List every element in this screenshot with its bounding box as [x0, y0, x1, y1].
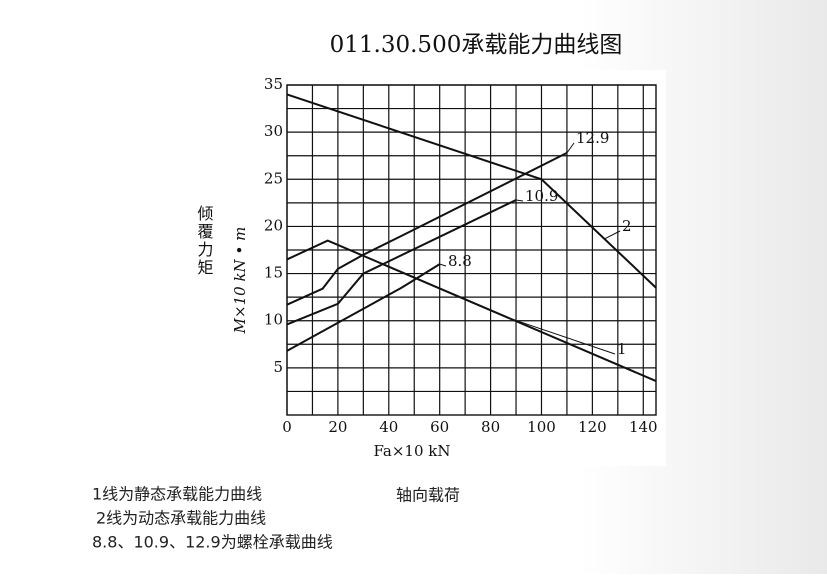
label-leader [439, 263, 447, 267]
series-label: 8.8 [448, 252, 472, 270]
x-axis-label: Fa×10 kN [374, 442, 451, 460]
series-label: 12.9 [576, 129, 609, 147]
y-tick-label: 5 [273, 358, 283, 376]
note: 轴向载荷 [396, 486, 460, 505]
curve [286, 151, 568, 306]
y-axis-label: M×10 kN • m [231, 227, 249, 335]
label-leader [566, 142, 575, 154]
curve [286, 263, 441, 352]
y-tick-label: 30 [264, 122, 283, 140]
curve [286, 93, 657, 289]
label-leader [515, 199, 524, 202]
label-leader [508, 317, 616, 355]
y-axis-label-cn: 倾覆力矩 [195, 205, 214, 277]
note: 1线为静态承载能力曲线 [92, 485, 262, 504]
curve [286, 199, 517, 326]
curve [286, 239, 657, 382]
series-label: 2 [622, 217, 632, 235]
chart-title: 011.30.500承载能力曲线图 [330, 32, 623, 58]
x-tick-label: 100 [527, 418, 556, 436]
series-label: 1 [617, 340, 627, 358]
label-leader [604, 230, 621, 240]
x-tick-label: 140 [629, 418, 658, 436]
y-tick-label: 35 [264, 75, 283, 93]
x-tick-label: 0 [282, 418, 292, 436]
x-tick-label: 20 [328, 418, 347, 436]
series-label: 10.9 [525, 187, 558, 205]
note: 8.8、10.9、12.9为螺栓承载曲线 [92, 533, 333, 552]
y-tick-label: 20 [264, 216, 283, 234]
plot-frame [286, 84, 657, 416]
x-tick-label: 60 [430, 418, 449, 436]
x-tick-label: 120 [578, 418, 607, 436]
y-tick-label: 10 [264, 311, 283, 329]
note: 2线为动态承载能力曲线 [96, 509, 266, 528]
y-tick-label: 25 [264, 169, 283, 187]
x-tick-label: 40 [379, 418, 398, 436]
x-tick-label: 80 [481, 418, 500, 436]
y-tick-label: 15 [264, 264, 283, 282]
